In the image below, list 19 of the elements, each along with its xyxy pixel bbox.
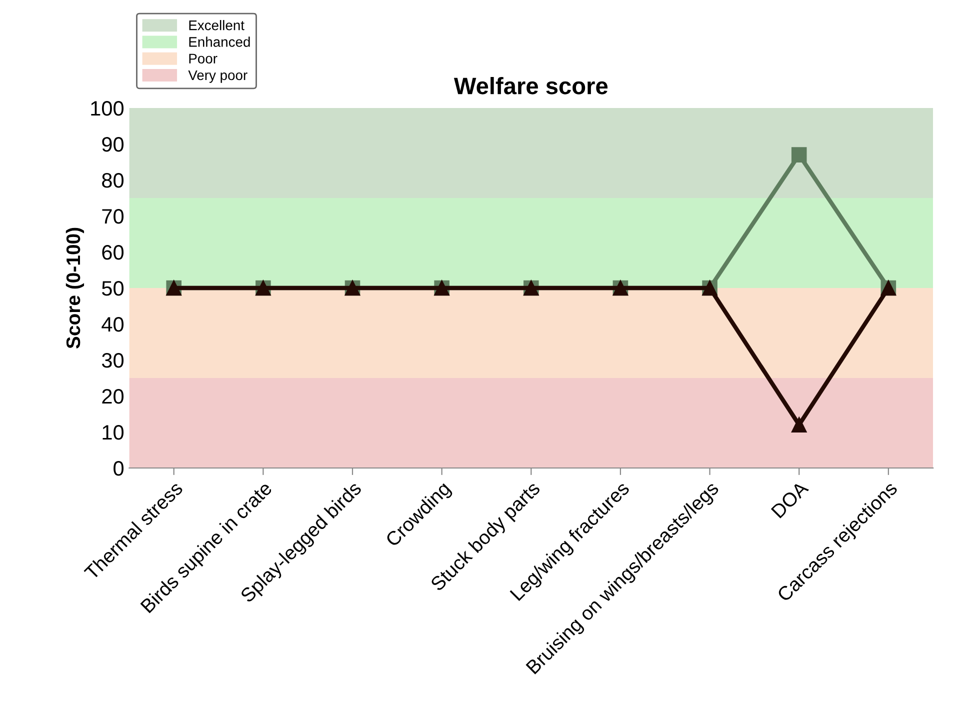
y-tick-label: 10 bbox=[102, 425, 124, 440]
y-tick-label: 30 bbox=[102, 353, 124, 368]
chart-title: Welfare score bbox=[454, 77, 608, 94]
y-tick-label: 60 bbox=[102, 245, 124, 260]
legend-label: Poor bbox=[189, 54, 218, 64]
y-tick-label: 50 bbox=[102, 281, 124, 296]
y-tick-label: 0 bbox=[114, 461, 124, 476]
legend-label: Very poor bbox=[188, 70, 248, 83]
legend-label: Enhanced bbox=[189, 36, 250, 47]
legend-label: Excellent bbox=[189, 20, 244, 30]
y-tick-label: 90 bbox=[102, 137, 124, 152]
point bbox=[791, 147, 807, 162]
y-tick-label: 40 bbox=[102, 317, 124, 332]
y-tick-label: 20 bbox=[102, 389, 124, 404]
y-tick-label: 80 bbox=[102, 173, 124, 188]
y-tick-label: 100 bbox=[91, 101, 124, 116]
y-axis-title: Score (0-100) bbox=[66, 228, 84, 348]
point bbox=[791, 417, 807, 432]
y-tick-label: 70 bbox=[102, 209, 124, 224]
